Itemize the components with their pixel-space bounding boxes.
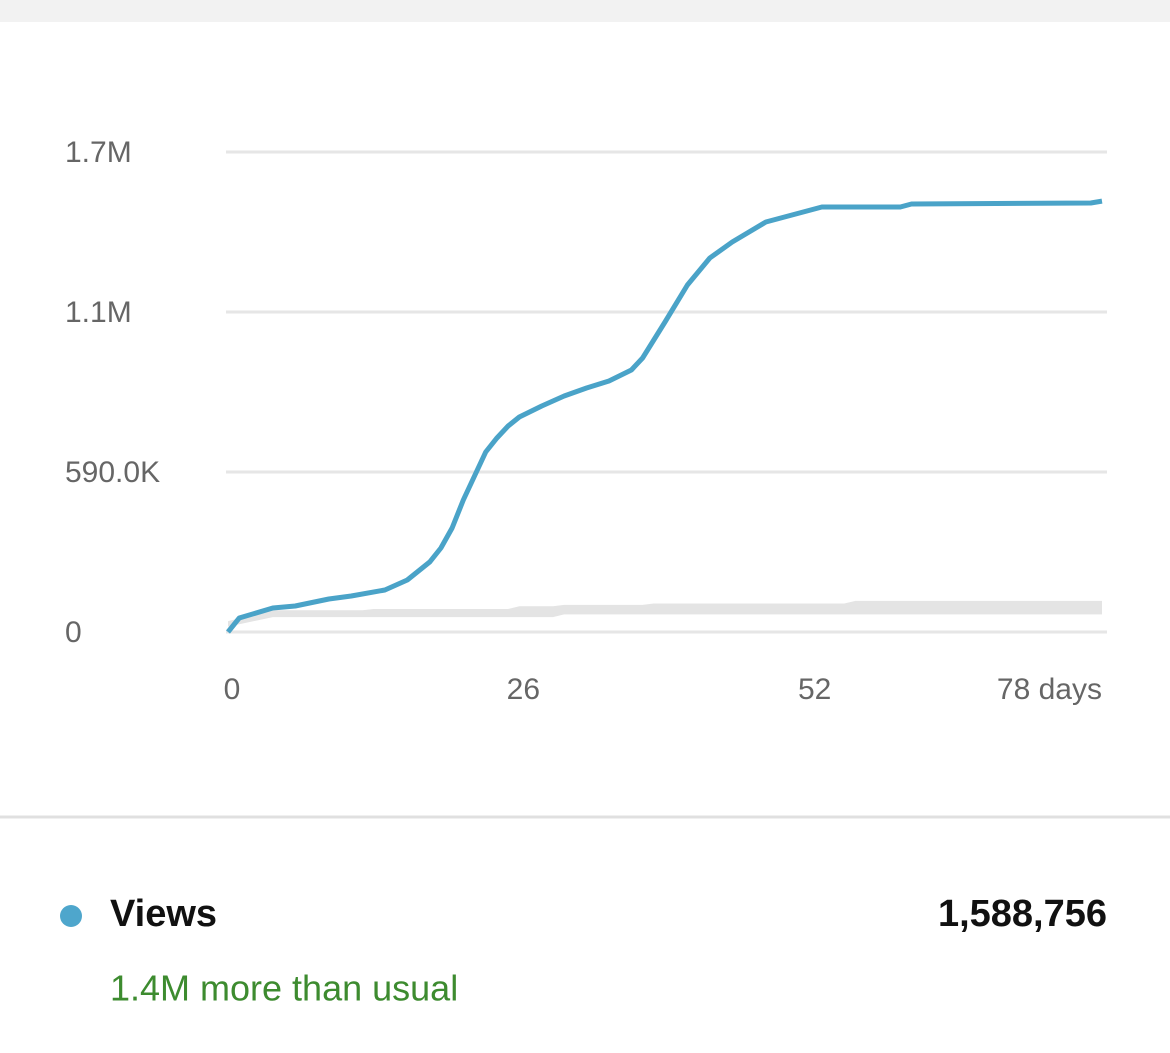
- legend-name: Views: [110, 893, 217, 935]
- x-tick-label: 26: [507, 673, 540, 706]
- legend-total: 1,588,756: [938, 893, 1107, 935]
- y-tick-label: 1.1M: [65, 296, 132, 329]
- x-tick-label: 78 days: [997, 673, 1102, 706]
- comparison-text: 1.4M more than usual: [110, 968, 458, 1009]
- y-tick-label: 1.7M: [65, 136, 132, 169]
- x-tick-label: 52: [798, 673, 831, 706]
- y-tick-label: 590.0K: [65, 456, 160, 489]
- x-tick-label: 0: [224, 673, 241, 706]
- y-tick-label: 0: [65, 616, 82, 649]
- views-line: [226, 198, 1103, 634]
- typical-range: [228, 600, 1102, 627]
- top-bar: [0, 0, 1170, 22]
- legend-dot: [60, 905, 82, 927]
